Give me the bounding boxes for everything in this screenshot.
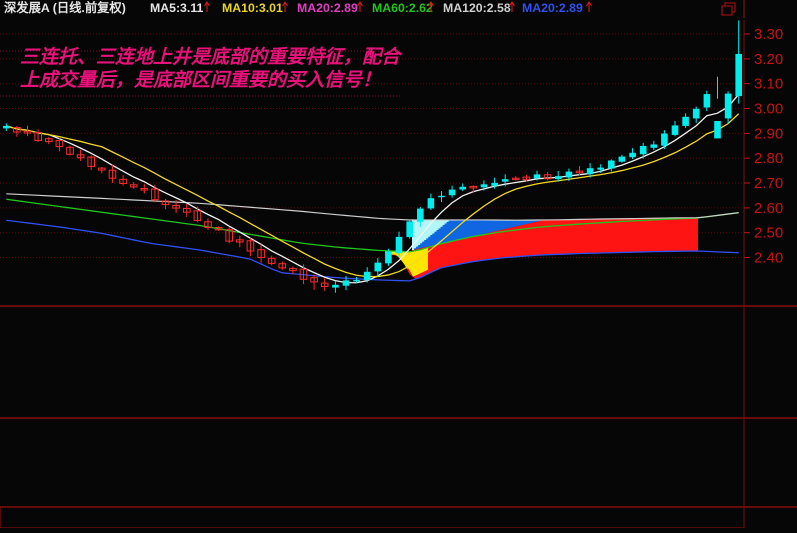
- svg-text:MA120:2.58: MA120:2.58: [443, 1, 511, 15]
- svg-text:2.40: 2.40: [754, 250, 783, 267]
- svg-text:MA20:2.89: MA20:2.89: [297, 1, 358, 15]
- svg-text:3.30: 3.30: [754, 26, 783, 43]
- svg-text:深发展A (日线.前复权): 深发展A (日线.前复权): [4, 0, 126, 15]
- svg-text:2.50: 2.50: [754, 225, 783, 242]
- svg-text:2.70: 2.70: [754, 175, 783, 192]
- svg-text:三连托、三连地上井是底部的重要特征，配合: 三连托、三连地上井是底部的重要特征，配合: [20, 46, 403, 68]
- svg-text:MA10:3.01: MA10:3.01: [222, 1, 283, 15]
- svg-text:MA5:3.11: MA5:3.11: [150, 1, 203, 15]
- svg-text:MA20:2.89: MA20:2.89: [522, 1, 583, 15]
- svg-text:2.80: 2.80: [754, 150, 783, 167]
- svg-text:MA60:2.62: MA60:2.62: [372, 1, 433, 15]
- svg-text:3.00: 3.00: [754, 101, 783, 118]
- svg-text:3.10: 3.10: [754, 76, 783, 93]
- svg-text:上成交量后，是底部区间重要的买入信号！: 上成交量后，是底部区间重要的买入信号！: [20, 69, 381, 91]
- svg-text:3.20: 3.20: [754, 51, 783, 68]
- svg-text:2.60: 2.60: [754, 200, 783, 217]
- svg-text:2.90: 2.90: [754, 125, 783, 142]
